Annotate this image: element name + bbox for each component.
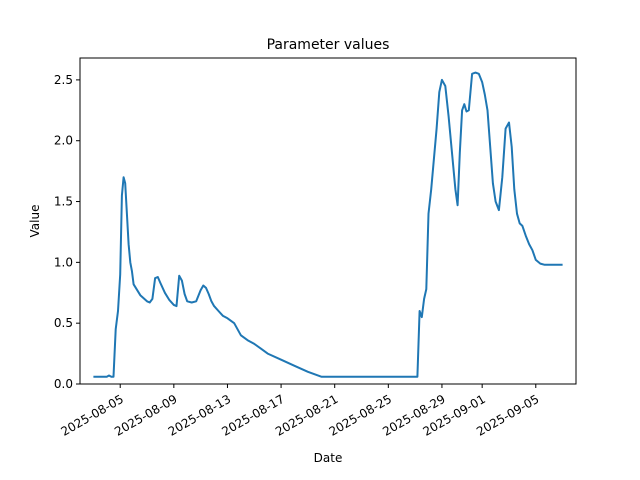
y-tick-label: 1.0 [54,255,73,269]
x-axis-label: Date [314,451,343,465]
series-line-0 [93,71,563,378]
y-tick-label: 2.0 [54,134,73,148]
y-tick-label: 1.5 [54,195,73,209]
y-tick-label: 0.5 [54,316,73,330]
y-tick-label: 0.0 [54,377,73,391]
chart-title: Parameter values [267,37,390,53]
plot-area [93,71,563,378]
y-axis-label: Value [28,205,42,238]
axes-frame [79,57,577,385]
y-tick-label: 2.5 [54,73,73,87]
y-axis-ticks: 0.0 0.5 1.0 1.5 2.0 2.5 [54,73,80,391]
